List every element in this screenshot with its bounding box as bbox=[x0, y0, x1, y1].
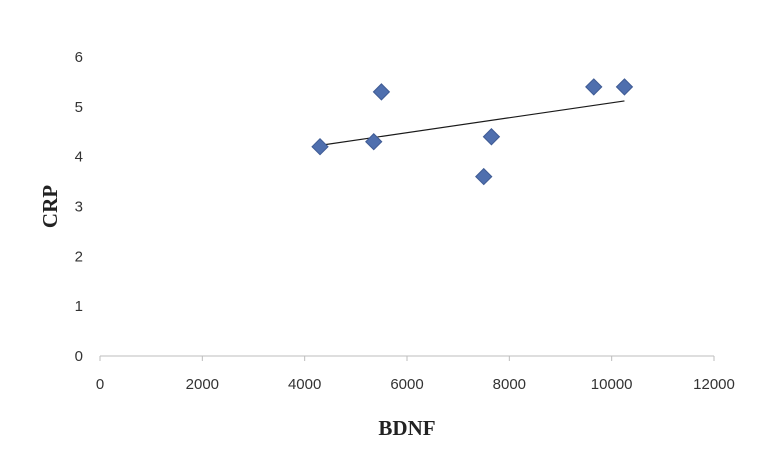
x-tick-label: 12000 bbox=[693, 376, 735, 393]
data-point bbox=[311, 137, 329, 156]
data-point bbox=[482, 128, 501, 146]
data-point bbox=[585, 78, 603, 96]
x-tick-label: 8000 bbox=[493, 376, 526, 393]
y-axis-ticks: 0 1 2 3 4 5 6 bbox=[75, 49, 83, 365]
x-tick-label: 10000 bbox=[591, 376, 633, 393]
x-tick-label: 6000 bbox=[390, 376, 423, 393]
y-tick-label: 2 bbox=[75, 248, 83, 265]
y-tick-label: 3 bbox=[75, 199, 83, 216]
y-tick-label: 5 bbox=[75, 99, 83, 116]
data-point bbox=[372, 83, 391, 101]
data-point bbox=[475, 167, 493, 186]
x-axis-ticks: 0 2000 4000 6000 8000 10000 12000 bbox=[96, 356, 735, 393]
x-tick-label: 0 bbox=[96, 376, 104, 393]
x-tick-label: 2000 bbox=[186, 376, 219, 393]
x-tick-label: 4000 bbox=[288, 376, 321, 393]
trendline bbox=[319, 100, 625, 146]
y-tick-label: 6 bbox=[75, 49, 83, 66]
y-tick-label: 0 bbox=[75, 348, 83, 365]
data-points bbox=[311, 78, 634, 186]
data-point bbox=[615, 78, 634, 96]
y-axis-title: CRP bbox=[38, 185, 62, 228]
x-axis-title: BDNF bbox=[378, 416, 435, 440]
y-tick-label: 1 bbox=[75, 298, 83, 315]
y-tick-label: 4 bbox=[75, 149, 83, 166]
data-point bbox=[365, 133, 383, 151]
